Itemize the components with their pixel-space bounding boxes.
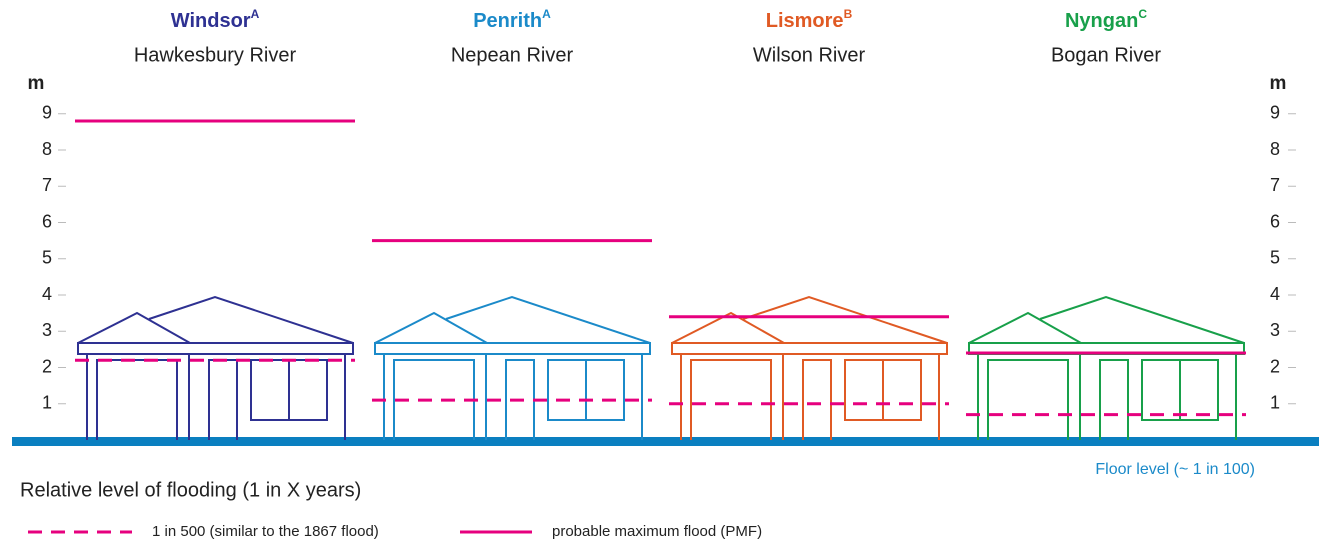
y-tick-label: 6 xyxy=(1270,211,1280,231)
y-tick-label: 7 xyxy=(1270,175,1280,195)
y-tick-label: 6 xyxy=(42,211,52,231)
y-tick-label: 2 xyxy=(1270,356,1280,376)
house-roof xyxy=(969,313,1081,343)
river-name: Bogan River xyxy=(1051,44,1161,66)
floor-label: Floor level (~ 1 in 100) xyxy=(1095,461,1255,478)
house-roof xyxy=(78,313,190,343)
house-garage xyxy=(988,360,1068,440)
house-door xyxy=(209,360,237,440)
town-name: NynganC xyxy=(1065,7,1147,32)
y-tick-label: 5 xyxy=(1270,248,1280,268)
y-tick-label: 4 xyxy=(42,284,52,304)
house-roof-band xyxy=(375,343,650,354)
house-door xyxy=(1100,360,1128,440)
legend-label: 1 in 500 (similar to the 1867 flood) xyxy=(152,523,379,540)
river-name: Nepean River xyxy=(451,44,574,66)
town-name: WindsorA xyxy=(171,7,260,32)
y-axis-label: m xyxy=(1270,73,1287,94)
y-tick-label: 3 xyxy=(42,320,52,340)
y-tick-label: 9 xyxy=(1270,103,1280,123)
river-name: Wilson River xyxy=(753,44,866,66)
town-name-text: Penrith xyxy=(473,10,542,32)
house-roof-band xyxy=(78,343,353,354)
town-name: LismoreB xyxy=(766,7,853,32)
legend-title: Relative level of flooding (1 in X years… xyxy=(20,479,361,501)
town-superscript: A xyxy=(251,7,260,21)
y-tick-label: 2 xyxy=(42,356,52,376)
house-roof xyxy=(375,313,487,343)
house-garage xyxy=(97,360,177,440)
river-name: Hawkesbury River xyxy=(134,44,297,66)
town-superscript: B xyxy=(844,7,853,21)
y-tick-label: 9 xyxy=(42,103,52,123)
y-tick-label: 7 xyxy=(42,175,52,195)
y-tick-label: 8 xyxy=(1270,139,1280,159)
y-tick-label: 8 xyxy=(42,139,52,159)
y-tick-label: 5 xyxy=(42,248,52,268)
town-superscript: C xyxy=(1138,7,1147,21)
house-roof-band xyxy=(672,343,947,354)
y-tick-label: 1 xyxy=(42,393,52,413)
town-superscript: A xyxy=(542,7,551,21)
y-tick-label: 4 xyxy=(1270,284,1280,304)
y-axis-label: m xyxy=(28,73,45,94)
legend-label: probable maximum flood (PMF) xyxy=(552,523,762,540)
chart: Floor level (~ 1 in 100) Relative level … xyxy=(0,0,1319,544)
house-garage xyxy=(691,360,771,440)
town-name: PenrithA xyxy=(473,7,551,32)
y-tick-label: 3 xyxy=(1270,320,1280,340)
page: Floor level (~ 1 in 100) Relative level … xyxy=(0,0,1319,544)
town-name-text: Windsor xyxy=(171,10,251,32)
y-tick-label: 1 xyxy=(1270,393,1280,413)
town-name-text: Nyngan xyxy=(1065,10,1138,32)
house-door xyxy=(803,360,831,440)
town-name-text: Lismore xyxy=(766,10,844,32)
